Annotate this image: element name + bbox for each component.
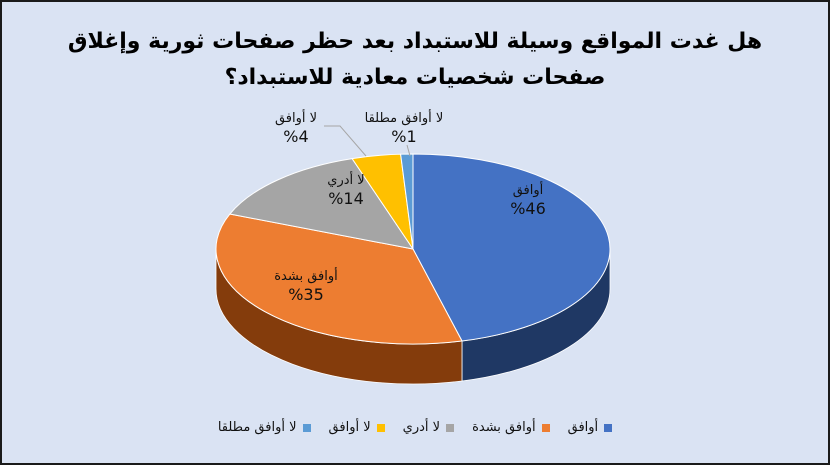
legend-swatch-3 — [376, 423, 385, 432]
data-label-category-4: لا أوافق مطلقا — [365, 109, 444, 126]
data-label-value-1: %35 — [288, 285, 324, 304]
data-label-category-0: أوافق — [513, 181, 544, 198]
data-label-value-0: %46 — [510, 199, 546, 218]
leader-line-4 — [406, 144, 411, 157]
legend: أوافق أوافق بشدة لا أدري لا أوافق لا أوافق م… — [0, 420, 830, 435]
data-label-category-1: أوافق بشدة — [274, 267, 338, 284]
chart-title: هل غدت المواقع وسيلة للاستبداد بعد حظر ص… — [67, 29, 763, 90]
legend-label-4: لا أوافق مطلقا — [217, 420, 297, 435]
data-label-category-3: لا أوافق — [275, 109, 317, 126]
pie-slice-4 — [400, 153, 414, 250]
legend-label-2: لا أدري — [402, 420, 441, 435]
legend-swatch-4 — [302, 423, 311, 432]
leader-line-3 — [324, 125, 367, 157]
data-label-value-4: %1 — [391, 127, 416, 146]
pie-slice-1 — [215, 213, 463, 345]
legend-item-4: لا أوافق مطلقا — [218, 420, 311, 435]
legend-label-3: لا أوافق — [328, 420, 371, 435]
data-label-value-2: %14 — [328, 189, 364, 208]
legend-swatch-1 — [541, 423, 550, 432]
legend-swatch-2 — [446, 423, 455, 432]
legend-label-0: أوافق — [567, 420, 599, 435]
legend-item-2: لا أدري — [402, 420, 455, 435]
pie-slice-0 — [412, 153, 611, 342]
legend-label-1: أوافق بشدة — [472, 420, 536, 435]
legend-item-0: أوافق — [568, 420, 613, 435]
data-label-category-2: لا أدري — [327, 171, 364, 188]
legend-item-3: لا أوافق — [329, 420, 385, 435]
legend-swatch-0 — [604, 423, 613, 432]
data-label-value-3: %4 — [283, 127, 308, 146]
legend-item-1: أوافق بشدة — [472, 420, 550, 435]
